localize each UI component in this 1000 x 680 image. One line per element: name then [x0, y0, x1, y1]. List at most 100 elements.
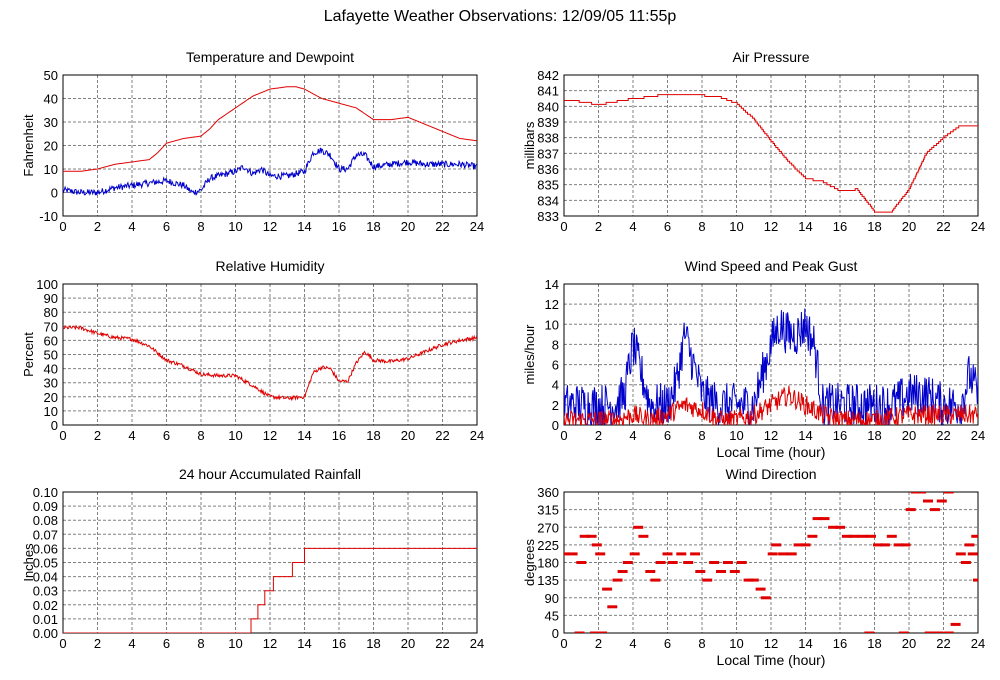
humidity-y-tick-label: 40 — [44, 362, 58, 377]
temp-y-axis-label: Fahrenheit — [21, 114, 36, 177]
pressure-y-tick-label: 839 — [537, 115, 559, 130]
direction-point — [722, 561, 733, 564]
temp-title: Temperature and Dewpoint — [186, 49, 354, 65]
wind-x-tick-label: 18 — [867, 428, 881, 443]
direction-point — [786, 552, 797, 556]
pressure-y-tick-label: 835 — [537, 178, 559, 193]
direction-y-tick-label: 225 — [537, 538, 559, 553]
direction-x-tick-label: 2 — [595, 636, 602, 651]
pressure-title: Air Pressure — [732, 49, 809, 65]
direction-point — [612, 578, 623, 582]
direction-point — [873, 543, 883, 547]
humidity-x-tick-label: 12 — [263, 428, 277, 443]
pressure-x-tick-label: 2 — [595, 219, 602, 234]
temp-y-tick-label: -10 — [39, 209, 58, 224]
humidity-y-tick-label: 10 — [44, 404, 58, 419]
wind-x-axis-label: Local Time (hour) — [717, 444, 826, 460]
pressure-x-tick-label: 24 — [971, 219, 985, 234]
direction-point — [683, 561, 694, 564]
humidity-y-tick-label: 30 — [44, 376, 58, 391]
temp-x-tick-label: 24 — [470, 219, 484, 234]
direction-point — [574, 631, 585, 633]
direction-point — [607, 605, 618, 609]
direction-point — [743, 578, 754, 582]
pressure-x-tick-label: 14 — [798, 219, 812, 234]
wind-x-tick-label: 16 — [833, 428, 847, 443]
pressure-y-tick-label: 833 — [537, 209, 559, 224]
direction-x-tick-label: 10 — [729, 636, 743, 651]
pressure-grid — [563, 74, 979, 217]
humidity-x-tick-label: 24 — [470, 428, 484, 443]
rain-series-line-0 — [63, 547, 477, 633]
temp-series-line-1 — [63, 147, 477, 196]
rain-y-axis-label: Inches — [21, 543, 36, 582]
direction-x-tick-label: 8 — [698, 636, 705, 651]
humidity-grid — [62, 283, 478, 426]
pressure-y-tick-label: 840 — [537, 99, 559, 114]
direction-x-tick-label: 18 — [867, 636, 881, 651]
rain-x-tick-label: 20 — [401, 636, 415, 651]
direction-point — [576, 561, 587, 564]
rain-x-tick-label: 4 — [128, 636, 135, 651]
direction-point — [638, 534, 649, 538]
wind-x-tick-label: 22 — [936, 428, 950, 443]
pressure-y-axis-label: millibars — [522, 121, 537, 169]
temp-x-tick-label: 14 — [297, 219, 311, 234]
direction-point — [771, 543, 782, 547]
direction-point — [835, 525, 845, 529]
direction-point — [973, 578, 978, 582]
pressure-x-tick-label: 8 — [698, 219, 705, 234]
rain-y-tick-label: 0.06 — [33, 541, 58, 556]
rain-x-tick-label: 0 — [59, 636, 66, 651]
temp-x-tick-label: 22 — [435, 219, 449, 234]
direction-point — [645, 570, 656, 573]
pressure-x-tick-label: 0 — [560, 219, 567, 234]
humidity-x-tick-label: 6 — [163, 428, 170, 443]
wind-y-tick-label: 2 — [552, 398, 559, 413]
rain-x-tick-label: 18 — [366, 636, 380, 651]
rain-x-tick-label: 16 — [332, 636, 346, 651]
humidity-y-tick-label: 50 — [44, 348, 58, 363]
direction-point — [729, 570, 740, 573]
humidity-x-tick-label: 2 — [94, 428, 101, 443]
direction-point — [807, 534, 818, 538]
rain-x-tick-label: 14 — [297, 636, 311, 651]
direction-point — [971, 534, 978, 538]
pressure-series-line-0 — [564, 94, 978, 213]
pressure-y-tick-label: 842 — [537, 68, 559, 83]
direction-point — [695, 570, 706, 573]
humidity-y-tick-label: 60 — [44, 333, 58, 348]
direction-point — [662, 552, 673, 556]
direction-point — [848, 534, 859, 538]
direction-point — [716, 570, 726, 573]
humidity-y-tick-label: 90 — [44, 291, 58, 306]
main-title: Lafayette Weather Observations: 12/09/05… — [323, 8, 677, 25]
direction-point — [905, 508, 916, 512]
humidity-title: Relative Humidity — [216, 258, 325, 274]
direction-point — [755, 587, 766, 591]
temp-y-tick-label: 10 — [44, 162, 58, 177]
direction-point — [812, 517, 823, 521]
humidity-x-tick-label: 18 — [366, 428, 380, 443]
direction-point — [690, 552, 701, 556]
humidity-x-tick-label: 20 — [401, 428, 415, 443]
direction-point — [709, 561, 720, 564]
temp-x-tick-label: 20 — [401, 219, 415, 234]
rain-y-tick-label: 0.03 — [33, 584, 58, 599]
temp-x-tick-label: 12 — [263, 219, 277, 234]
humidity-y-tick-label: 20 — [44, 390, 58, 405]
direction-point — [597, 631, 607, 633]
wind-y-tick-label: 8 — [552, 337, 559, 352]
direction-y-axis-label: degrees — [522, 539, 537, 586]
direction-y-tick-label: 315 — [537, 503, 559, 518]
direction-y-tick-label: 135 — [537, 573, 559, 588]
temp-y-tick-label: 50 — [44, 68, 58, 83]
temp-x-tick-label: 2 — [94, 219, 101, 234]
humidity-y-tick-label: 0 — [51, 418, 58, 433]
temp-y-tick-label: 20 — [44, 139, 58, 154]
wind-y-axis-label: miles/hour — [522, 324, 537, 385]
direction-x-tick-label: 14 — [798, 636, 812, 651]
pressure-x-tick-label: 22 — [936, 219, 950, 234]
direction-point — [866, 534, 876, 538]
